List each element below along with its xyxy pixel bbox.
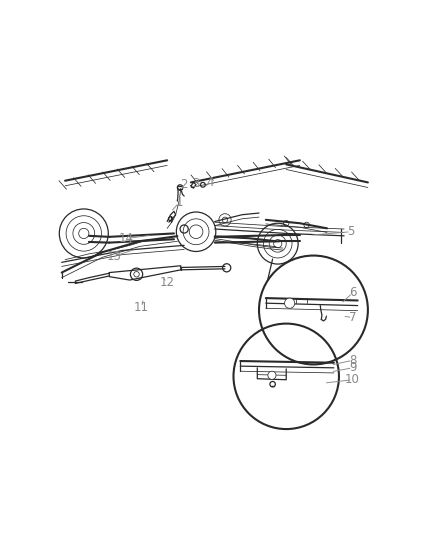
- Circle shape: [284, 298, 294, 308]
- Text: 3: 3: [192, 177, 199, 190]
- Text: 7: 7: [348, 311, 356, 324]
- Text: 14: 14: [119, 232, 134, 245]
- Circle shape: [258, 255, 367, 365]
- Text: 6: 6: [348, 286, 356, 300]
- Polygon shape: [109, 266, 180, 280]
- Circle shape: [267, 371, 276, 379]
- Circle shape: [269, 382, 275, 387]
- Circle shape: [233, 324, 338, 429]
- Text: 11: 11: [134, 301, 149, 314]
- Text: 9: 9: [348, 361, 356, 374]
- Text: 4: 4: [205, 176, 213, 189]
- Text: 2: 2: [180, 179, 187, 191]
- Text: 13: 13: [107, 250, 122, 263]
- Text: 1: 1: [175, 196, 182, 209]
- Text: 8: 8: [348, 354, 356, 367]
- Text: 12: 12: [159, 276, 174, 288]
- Text: 5: 5: [346, 225, 354, 238]
- Text: 10: 10: [344, 373, 359, 386]
